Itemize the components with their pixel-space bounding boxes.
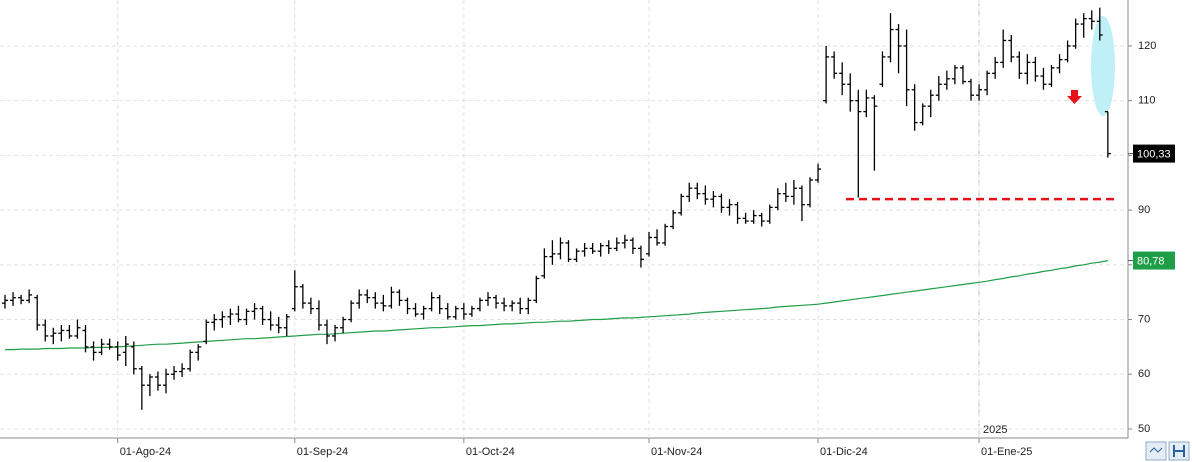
price-tag <box>1133 144 1175 163</box>
x-tick-label: 01-Dic-24 <box>820 446 868 458</box>
highlight-ellipse <box>1091 16 1115 116</box>
y-tick-label: 70 <box>1138 313 1150 325</box>
year-label: 2025 <box>983 424 1007 436</box>
price-tag-label: 80,78 <box>1137 255 1165 267</box>
down-arrow <box>1067 90 1082 104</box>
x-tick-label: 01-Ago-24 <box>120 446 171 458</box>
icon-glyph <box>1173 445 1185 457</box>
y-tick-label: 110 <box>1138 95 1156 107</box>
toolbar-icons <box>1145 441 1190 461</box>
x-tick-label: 01-Nov-24 <box>651 446 702 458</box>
y-tick-label: 60 <box>1138 368 1150 380</box>
x-tick-label: 01-Oct-24 <box>466 446 515 458</box>
icon-glyph <box>1149 447 1163 453</box>
moving-average-line <box>5 260 1109 351</box>
grid <box>0 0 1128 438</box>
y-tick-label: 90 <box>1138 204 1150 216</box>
x-tick-label: 01-Ene-25 <box>981 446 1032 458</box>
price-tag <box>1133 251 1175 270</box>
icon-button[interactable] <box>1145 441 1167 461</box>
x-tick-label: 01-Sep-24 <box>297 446 348 458</box>
y-tick-label: 50 <box>1138 423 1150 435</box>
y-tick-label: 120 <box>1138 40 1156 52</box>
price-tag-label: 100,33 <box>1137 148 1171 160</box>
